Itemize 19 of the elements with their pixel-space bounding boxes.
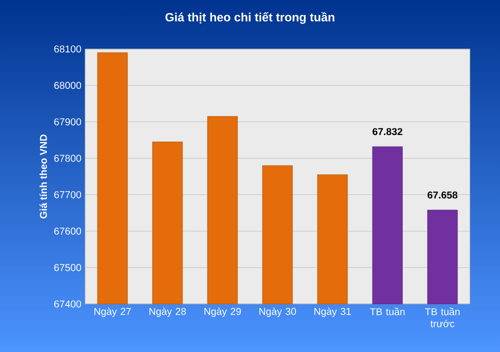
- y-tick-label: 68100: [54, 45, 82, 53]
- x-tick-label: Ngày 30: [259, 308, 296, 317]
- x-tick-label: Ngày 27: [94, 308, 131, 317]
- x-tick-label: TB tuần: [370, 308, 405, 316]
- y-tick-label: 67600: [54, 228, 82, 235]
- y-tick-label: 67500: [54, 264, 82, 272]
- x-tick-label: Ngày 31: [314, 308, 351, 317]
- chart-title: Giá thịt heo chi tiết trong tuần: [165, 12, 334, 24]
- y-tick-label: 67400: [54, 300, 82, 308]
- x-tick-label: TB tuần trước: [424, 308, 460, 328]
- x-tick-label: Ngày 28: [149, 308, 186, 317]
- y-tick-label: 67700: [54, 191, 82, 198]
- data-label: 67.658: [428, 191, 458, 199]
- data-label: 67.832: [372, 128, 402, 136]
- y-tick-label: 68000: [54, 82, 82, 89]
- x-tick-label: Ngày 29: [204, 308, 241, 317]
- y-axis-title: Giá tính theo VND: [40, 134, 47, 218]
- y-tick-label: 67800: [54, 154, 82, 162]
- y-tick-label: 67900: [54, 118, 82, 126]
